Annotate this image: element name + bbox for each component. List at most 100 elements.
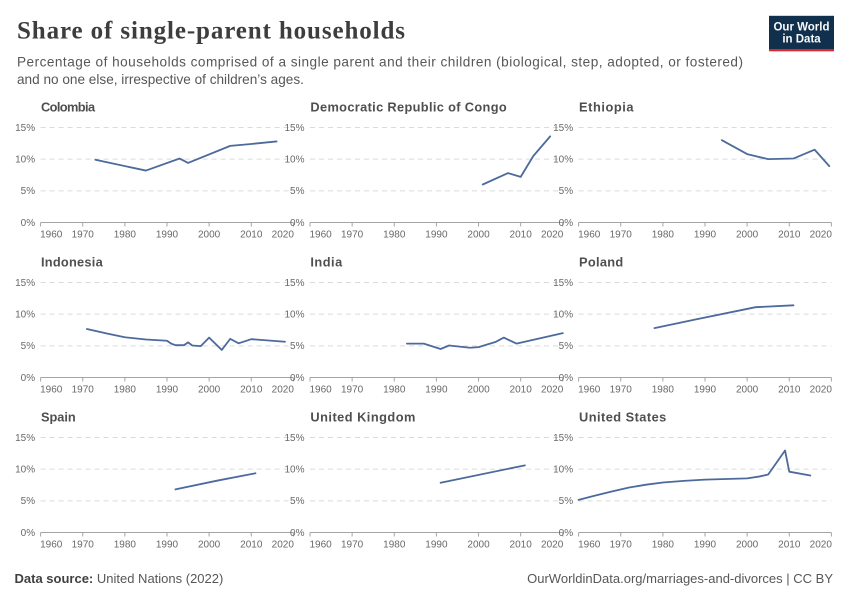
- svg-text:0%: 0%: [290, 528, 305, 539]
- svg-text:5%: 5%: [21, 496, 36, 507]
- svg-text:0%: 0%: [21, 218, 36, 229]
- svg-text:1960: 1960: [578, 230, 601, 241]
- svg-text:1970: 1970: [610, 540, 633, 551]
- svg-text:Our World: Our World: [773, 22, 829, 34]
- svg-text:15%: 15%: [553, 123, 573, 134]
- svg-text:2020: 2020: [810, 230, 833, 241]
- svg-text:Ethiopia: Ethiopia: [579, 100, 634, 115]
- svg-text:Spain: Spain: [41, 410, 76, 425]
- svg-text:2000: 2000: [198, 540, 221, 551]
- svg-text:1970: 1970: [610, 230, 633, 241]
- svg-text:2020: 2020: [272, 385, 295, 396]
- svg-text:1970: 1970: [72, 230, 95, 241]
- svg-text:1960: 1960: [310, 230, 333, 241]
- svg-text:1980: 1980: [114, 385, 137, 396]
- svg-text:and no one else, irrespective: and no one else, irrespective of childre…: [17, 72, 304, 87]
- svg-text:5%: 5%: [290, 186, 305, 197]
- svg-text:Colombia: Colombia: [41, 100, 96, 115]
- svg-text:0%: 0%: [290, 218, 305, 229]
- svg-text:OurWorldinData.org/marriages-a: OurWorldinData.org/marriages-and-divorce…: [527, 571, 833, 586]
- svg-text:1980: 1980: [652, 385, 675, 396]
- svg-text:1970: 1970: [72, 540, 95, 551]
- svg-text:Indonesia: Indonesia: [41, 255, 104, 270]
- svg-text:15%: 15%: [553, 433, 573, 444]
- svg-text:15%: 15%: [15, 278, 35, 289]
- svg-text:15%: 15%: [15, 433, 35, 444]
- svg-text:2010: 2010: [510, 385, 533, 396]
- svg-text:0%: 0%: [290, 373, 305, 384]
- svg-text:in Data: in Data: [782, 34, 821, 46]
- svg-text:15%: 15%: [553, 278, 573, 289]
- svg-text:10%: 10%: [284, 155, 304, 166]
- svg-text:2000: 2000: [736, 540, 759, 551]
- svg-text:Data source: United Nations (2: Data source: United Nations (2022): [15, 571, 224, 586]
- svg-text:1960: 1960: [310, 385, 333, 396]
- svg-text:1960: 1960: [40, 540, 63, 551]
- svg-text:0%: 0%: [559, 218, 574, 229]
- svg-text:2000: 2000: [198, 385, 221, 396]
- svg-text:5%: 5%: [290, 496, 305, 507]
- svg-text:2010: 2010: [778, 385, 801, 396]
- svg-text:2010: 2010: [778, 540, 801, 551]
- svg-text:10%: 10%: [284, 310, 304, 321]
- svg-text:India: India: [310, 255, 343, 270]
- svg-text:1980: 1980: [114, 540, 137, 551]
- svg-text:1970: 1970: [341, 385, 364, 396]
- svg-text:1960: 1960: [40, 230, 63, 241]
- svg-text:10%: 10%: [553, 155, 573, 166]
- svg-text:2010: 2010: [240, 230, 263, 241]
- svg-text:1990: 1990: [694, 230, 717, 241]
- svg-text:1990: 1990: [425, 385, 448, 396]
- svg-text:1980: 1980: [383, 385, 406, 396]
- svg-text:United States: United States: [579, 410, 666, 425]
- svg-text:5%: 5%: [290, 341, 305, 352]
- svg-text:10%: 10%: [15, 155, 35, 166]
- svg-text:1960: 1960: [310, 540, 333, 551]
- svg-text:10%: 10%: [15, 310, 35, 321]
- svg-text:1990: 1990: [694, 385, 717, 396]
- svg-text:1960: 1960: [578, 540, 601, 551]
- svg-text:1970: 1970: [341, 230, 364, 241]
- svg-text:1980: 1980: [383, 230, 406, 241]
- svg-text:1990: 1990: [156, 385, 179, 396]
- svg-text:5%: 5%: [559, 341, 574, 352]
- svg-text:10%: 10%: [553, 465, 573, 476]
- svg-text:15%: 15%: [284, 123, 304, 134]
- svg-text:2010: 2010: [240, 385, 263, 396]
- svg-text:2020: 2020: [541, 230, 564, 241]
- svg-text:2000: 2000: [198, 230, 221, 241]
- svg-text:2010: 2010: [510, 540, 533, 551]
- svg-text:0%: 0%: [21, 528, 36, 539]
- svg-text:0%: 0%: [559, 373, 574, 384]
- svg-text:0%: 0%: [21, 373, 36, 384]
- svg-text:10%: 10%: [284, 465, 304, 476]
- svg-text:1960: 1960: [40, 385, 63, 396]
- svg-text:2000: 2000: [467, 230, 490, 241]
- svg-text:1990: 1990: [425, 230, 448, 241]
- svg-text:Poland: Poland: [579, 255, 623, 270]
- svg-text:5%: 5%: [21, 341, 36, 352]
- svg-text:1980: 1980: [383, 540, 406, 551]
- svg-text:2020: 2020: [810, 385, 833, 396]
- svg-text:1960: 1960: [578, 385, 601, 396]
- svg-text:Democratic Republic of Congo: Democratic Republic of Congo: [310, 100, 506, 115]
- svg-text:2010: 2010: [240, 540, 263, 551]
- svg-text:1980: 1980: [652, 540, 675, 551]
- svg-text:2010: 2010: [510, 230, 533, 241]
- svg-text:2010: 2010: [778, 230, 801, 241]
- svg-text:2000: 2000: [467, 540, 490, 551]
- svg-text:2000: 2000: [467, 385, 490, 396]
- svg-text:15%: 15%: [284, 433, 304, 444]
- svg-text:1990: 1990: [694, 540, 717, 551]
- svg-text:Share of single-parent househo: Share of single-parent households: [17, 18, 405, 45]
- svg-text:2020: 2020: [272, 230, 295, 241]
- svg-text:1970: 1970: [610, 385, 633, 396]
- svg-text:2020: 2020: [272, 540, 295, 551]
- svg-text:5%: 5%: [559, 186, 574, 197]
- svg-text:1970: 1970: [341, 540, 364, 551]
- svg-text:2000: 2000: [736, 230, 759, 241]
- svg-text:2020: 2020: [541, 540, 564, 551]
- svg-text:1990: 1990: [156, 230, 179, 241]
- svg-text:United Kingdom: United Kingdom: [310, 410, 415, 425]
- svg-text:1990: 1990: [425, 540, 448, 551]
